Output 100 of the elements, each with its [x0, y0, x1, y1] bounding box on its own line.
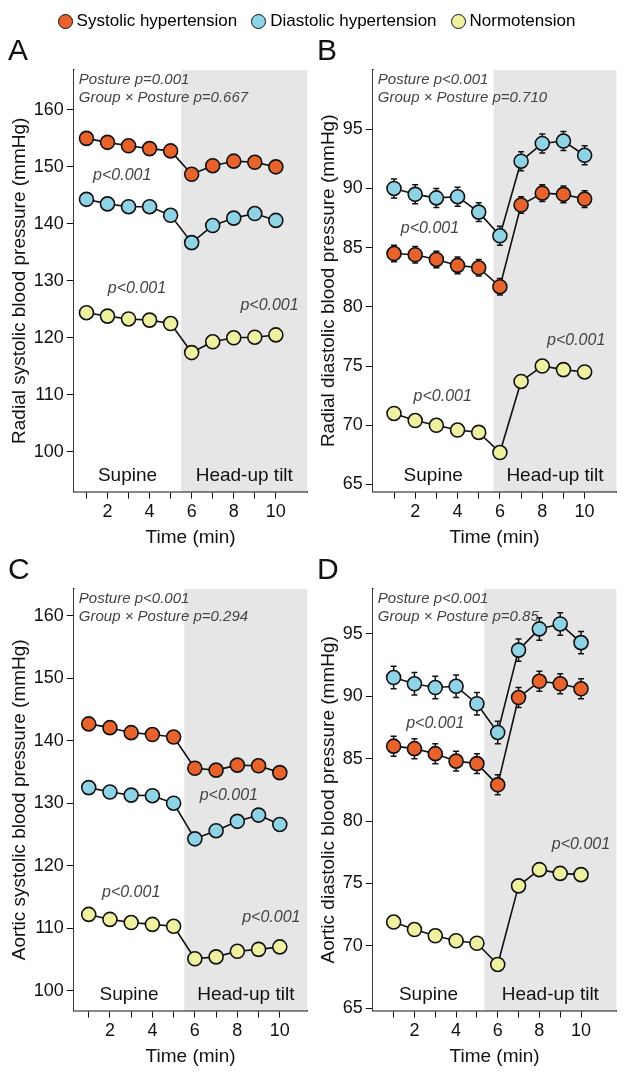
- point: [204, 217, 221, 234]
- y-tick-label: 120: [33, 326, 64, 347]
- point: [123, 724, 139, 741]
- y-tick-label: 110: [35, 917, 64, 938]
- point: [427, 679, 444, 696]
- point: [183, 166, 200, 183]
- point: [576, 364, 593, 380]
- annotation: p<0.001: [241, 908, 301, 926]
- point: [80, 779, 97, 796]
- point: [449, 188, 466, 205]
- point: [229, 813, 246, 830]
- point: [165, 918, 182, 935]
- point: [552, 865, 568, 882]
- point: [187, 831, 203, 847]
- point: [386, 180, 402, 197]
- point: [120, 137, 137, 154]
- point: [406, 921, 423, 938]
- y-tick-label: 160: [33, 98, 64, 119]
- point: [250, 941, 267, 958]
- point: [448, 753, 464, 769]
- point: [573, 634, 589, 651]
- point: [448, 932, 464, 949]
- y-tick-label: 95: [342, 622, 363, 643]
- point: [576, 147, 593, 164]
- y-tick-label: 110: [35, 383, 64, 404]
- annotation: p<0.001: [412, 387, 472, 405]
- point: [123, 914, 139, 931]
- point: [225, 210, 242, 226]
- y-axis-title: Radial systolic blood pressure (mmHg): [7, 117, 29, 444]
- point: [428, 190, 445, 206]
- point: [165, 729, 182, 745]
- point: [470, 259, 487, 276]
- point: [268, 327, 284, 343]
- x-tick-label: 6: [189, 1020, 200, 1041]
- point: [144, 916, 161, 933]
- y-tick-label: 95: [342, 118, 363, 139]
- point: [406, 676, 423, 692]
- point: [576, 191, 593, 207]
- point: [204, 333, 221, 350]
- annotation: p<0.001: [101, 882, 161, 900]
- annotation: p<0.001: [106, 279, 167, 297]
- y-tick-label: 70: [342, 934, 363, 955]
- x-tick-label: 8: [228, 501, 239, 522]
- point: [492, 444, 508, 461]
- point: [165, 795, 182, 812]
- point: [229, 757, 246, 773]
- point: [386, 245, 402, 262]
- annotation: Posture p<0.001: [377, 589, 489, 607]
- point: [187, 950, 203, 967]
- x-tick-label: 2: [409, 1020, 420, 1041]
- point: [385, 738, 402, 754]
- y-tick-label: 140: [33, 729, 64, 750]
- x-tick-label: 4: [451, 1020, 462, 1041]
- band-label: Head-up tilt: [195, 464, 294, 486]
- annotation: Posture p=0.001: [78, 70, 190, 88]
- y-tick-label: 100: [33, 979, 64, 1000]
- y-tick-label: 90: [342, 177, 363, 198]
- y-tick-label: 75: [342, 872, 363, 893]
- point: [573, 866, 589, 883]
- point: [513, 197, 529, 213]
- point: [449, 257, 466, 274]
- point: [448, 678, 464, 695]
- y-tick-label: 140: [33, 212, 64, 233]
- point: [250, 807, 267, 823]
- point: [268, 159, 284, 175]
- point: [250, 757, 267, 774]
- point: [141, 140, 158, 157]
- point: [513, 153, 529, 169]
- point: [272, 939, 288, 955]
- point: [428, 251, 445, 268]
- point: [552, 616, 568, 632]
- annotation: p<0.001: [550, 835, 611, 853]
- point: [78, 130, 95, 147]
- point: [470, 424, 487, 441]
- x-tick-label: 4: [452, 501, 463, 522]
- point: [510, 689, 527, 706]
- point: [187, 760, 203, 777]
- x-tick-label: 6: [186, 501, 197, 522]
- point: [268, 212, 284, 229]
- point: [272, 816, 288, 833]
- x-tick-label: 2: [410, 501, 421, 522]
- point: [208, 949, 224, 965]
- x-axis-title: Time (min): [449, 1044, 540, 1066]
- annotation: p<0.001: [399, 218, 460, 236]
- point: [99, 308, 116, 324]
- x-tick-label: 10: [574, 501, 595, 522]
- y-tick-label: 130: [33, 792, 64, 813]
- annotation: p<0.001: [405, 714, 465, 732]
- point: [385, 669, 402, 686]
- point: [427, 927, 444, 944]
- point: [99, 196, 116, 212]
- point: [489, 777, 506, 793]
- x-tick-label: 10: [265, 501, 286, 522]
- point: [272, 764, 288, 781]
- y-tick-label: 75: [342, 355, 363, 376]
- point: [225, 153, 242, 169]
- point: [552, 676, 568, 692]
- x-tick-label: 6: [494, 501, 505, 522]
- point: [144, 787, 161, 804]
- x-tick-label: 8: [537, 501, 548, 522]
